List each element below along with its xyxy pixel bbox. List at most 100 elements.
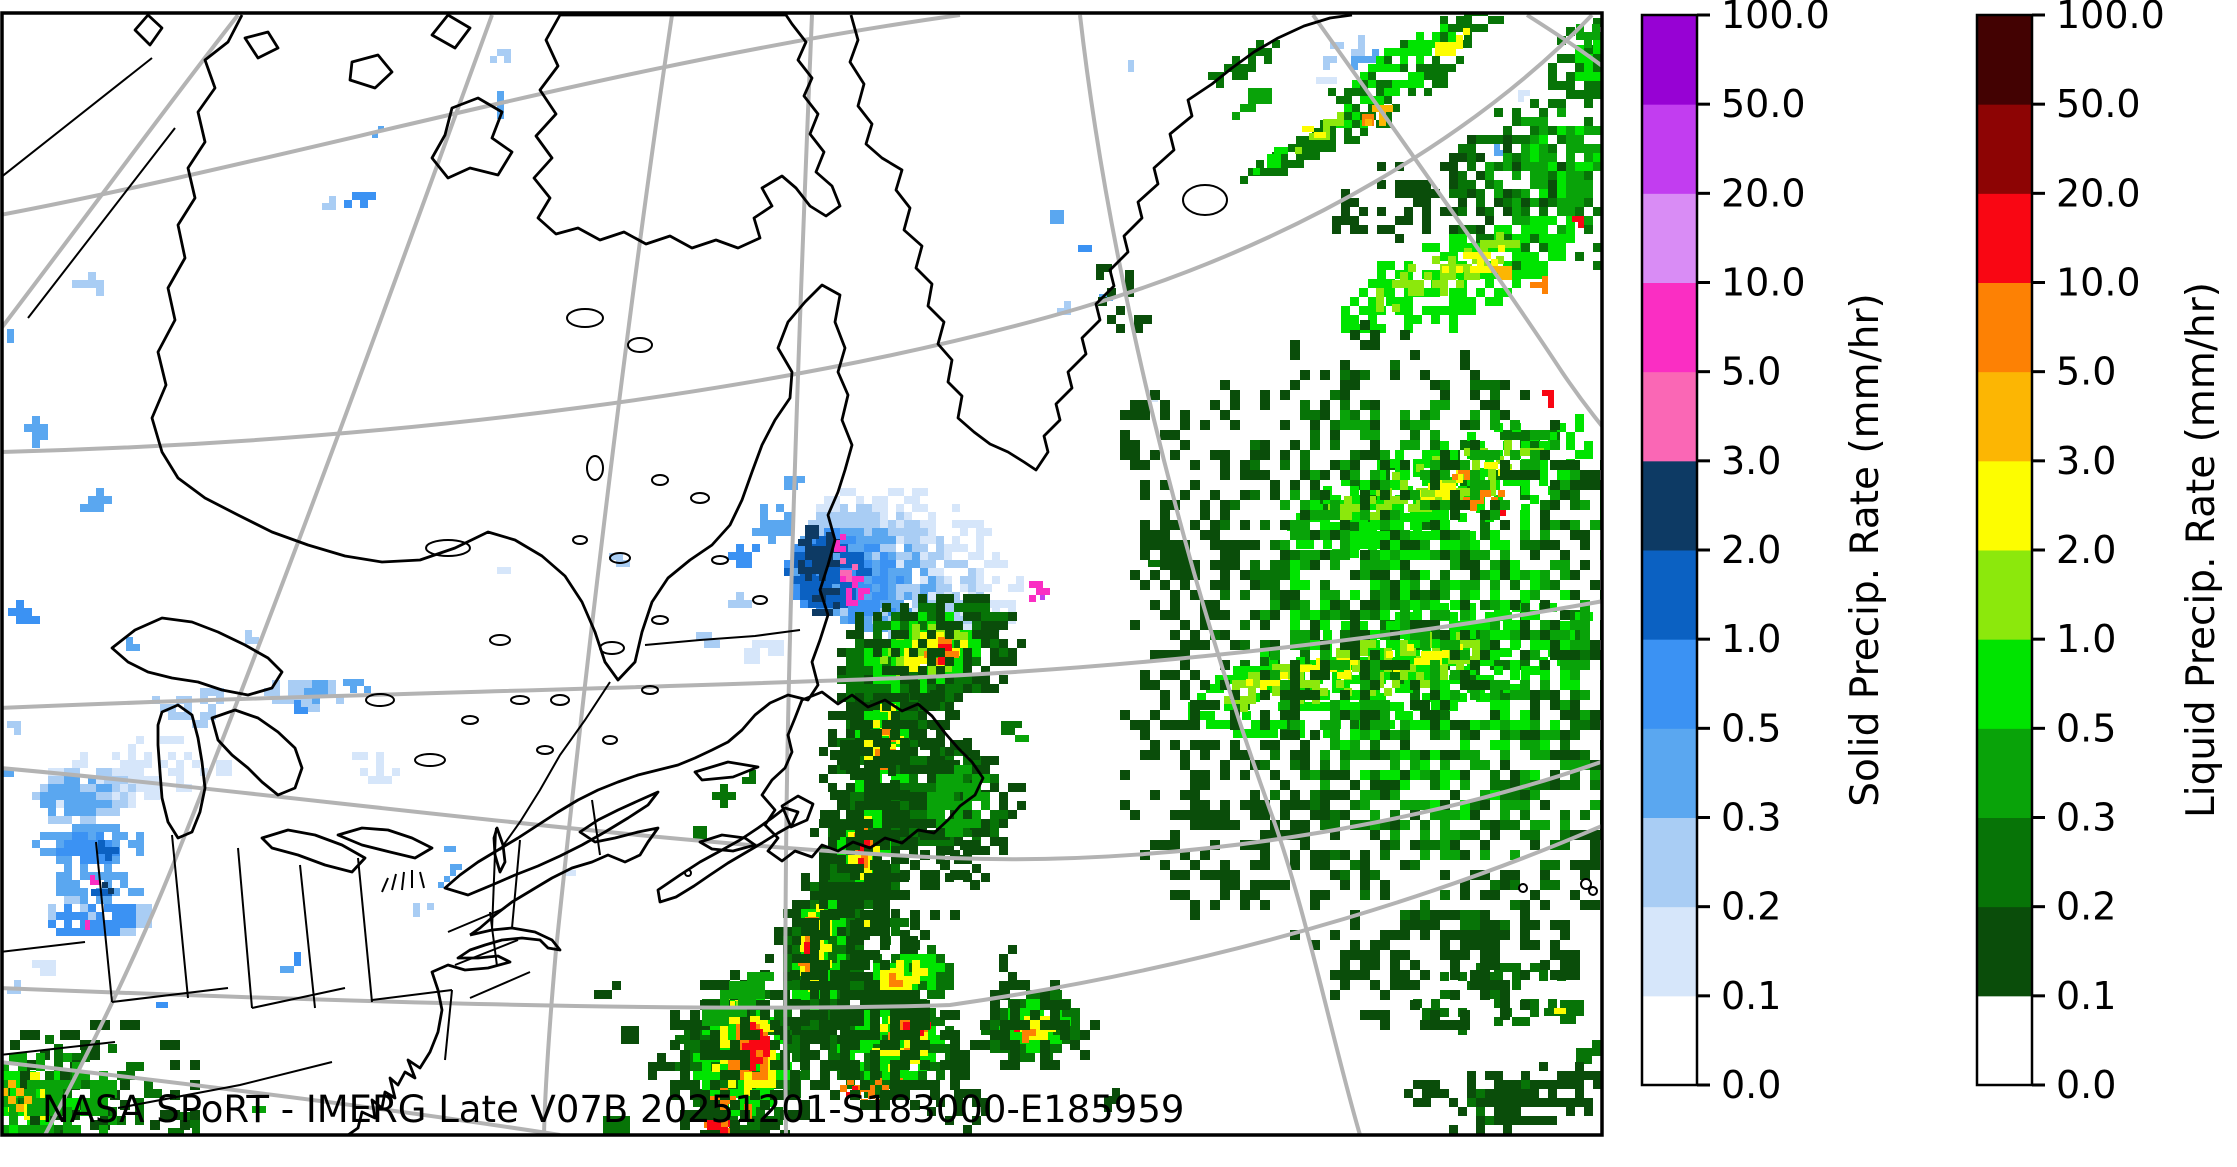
border-line [419, 871, 425, 889]
graticule-line [2, 599, 1602, 710]
island-outline [641, 685, 659, 695]
colorbar-tick-label: 10.0 [1721, 261, 1806, 305]
map-frame [0, 11, 1604, 1137]
colorbar-tick-label: 50.0 [2056, 82, 2141, 126]
coastline [698, 833, 757, 853]
border-line [381, 877, 389, 893]
border-line [237, 847, 253, 1009]
island-outline [586, 455, 604, 481]
colorbar-tick-label: 0.0 [2056, 1063, 2116, 1107]
border-line [644, 629, 801, 646]
colorbar-segment [1977, 104, 2032, 194]
border-line [499, 681, 611, 851]
colorbar-segment [1642, 817, 1697, 908]
colorbar-tick-label: 100.0 [2056, 0, 2165, 37]
precip-pixels-pk [840, 558, 858, 582]
graticule-line [1525, 13, 1602, 69]
island-outline [599, 641, 625, 655]
colorbar-segment [1977, 15, 2032, 105]
precip-pixels-vi [1040, 595, 1045, 600]
colorbar-segment [1977, 371, 2032, 462]
island-outline [609, 552, 631, 564]
island-outline [684, 869, 692, 877]
colorbar-liquid: 0.0 0.1 0.2 0.3 0.5 1.0 2.0 3.0 5.0 10.0 20.0 50.0 1… [1975, 0, 2165, 1107]
border-line [371, 989, 453, 1001]
island-outline [425, 539, 471, 557]
colorbar-solid: 0.0 0.1 0.2 0.3 0.5 1.0 2.0 3.0 5.0 10.0 20.0 50.0 1… [1640, 0, 1830, 1107]
border-line [511, 839, 521, 929]
border-line [491, 827, 497, 931]
island-outline [1518, 883, 1528, 893]
colorbar-segment [1977, 906, 2032, 997]
coastline [848, 13, 1353, 472]
border-line [2, 57, 153, 178]
border-line [2, 1041, 116, 1056]
colorbar-tick-label: 1.0 [2056, 617, 2116, 661]
coastline [532, 13, 842, 250]
island-outline [651, 474, 669, 486]
colorbar-tick-label: 2.0 [2056, 528, 2116, 572]
colorbar-segment [1977, 550, 2032, 640]
coastline [150, 14, 854, 937]
island-outline [572, 535, 588, 545]
coastline [430, 13, 472, 50]
coastline [780, 794, 815, 829]
colorbar-segment [1642, 371, 1697, 462]
colorbar-segment [1642, 906, 1697, 997]
colorbar-tick-label: 0.0 [1721, 1063, 1781, 1107]
border-line [489, 911, 498, 967]
colorbar-tick-label: 2.0 [1721, 528, 1781, 572]
precipitation-field [2, 13, 1602, 1135]
coastline [348, 53, 394, 90]
island-outline [414, 753, 446, 767]
coastline [336, 826, 434, 860]
island-outline [1588, 886, 1598, 896]
colorbar-segment [1977, 193, 2032, 283]
island-outline [1182, 184, 1228, 216]
border-line [391, 873, 397, 891]
colorbar-tick-label: 100.0 [1721, 0, 1830, 37]
coastline [760, 690, 985, 863]
colorbar-tick-label: 1.0 [1721, 617, 1781, 661]
graticule-line [2, 13, 1594, 454]
island-outline [690, 492, 710, 504]
coastline [210, 708, 304, 797]
colorbar-tick-label: 0.3 [1721, 796, 1781, 840]
precip-pixels-g4 [2, 24, 1602, 1135]
island-outline [566, 308, 604, 328]
colorbar-tick-label: 3.0 [2056, 439, 2116, 483]
colorbar-segment [1977, 995, 2032, 1086]
colorbar-tick-label: 3.0 [1721, 439, 1781, 483]
colorbar-axis-label-solid: Solid Precip. Rate (mm/hr) [1843, 293, 1888, 806]
border-line [299, 864, 316, 1009]
island-outline [536, 745, 554, 755]
colorbar-axis-label-liquid: Liquid Precip. Rate (mm/hr) [2179, 282, 2224, 818]
island-outline [489, 634, 511, 646]
colorbar-tick-label: 0.5 [2056, 706, 2116, 750]
colorbar-segment [1642, 728, 1697, 818]
colorbar-tick-label: 20.0 [2056, 171, 2141, 215]
colorbar-tick-label: 0.5 [1721, 706, 1781, 750]
colorbar-tick-label: 5.0 [1721, 350, 1781, 394]
island-outline [752, 595, 768, 605]
border-line [171, 834, 189, 999]
colorbar-segment [1977, 728, 2032, 818]
colorbar-segment [1977, 817, 2032, 908]
colorbar-segment [1977, 639, 2032, 729]
island-outline [550, 694, 570, 706]
graticule-line [1311, 13, 1602, 430]
island-outline [510, 695, 530, 705]
precip-pixels-g1 [2, 135, 1602, 1135]
coastlines [110, 13, 1353, 1135]
colorbar-segment [1642, 995, 1697, 1086]
precip-pixels-b4 [8, 192, 1092, 1008]
graticule [2, 13, 1602, 1135]
border-line [591, 799, 601, 856]
border-line [444, 989, 453, 1061]
border-line [95, 841, 113, 1003]
graticule-line [2, 13, 240, 331]
graticule-line [2, 1060, 561, 1135]
border-line [401, 871, 405, 891]
